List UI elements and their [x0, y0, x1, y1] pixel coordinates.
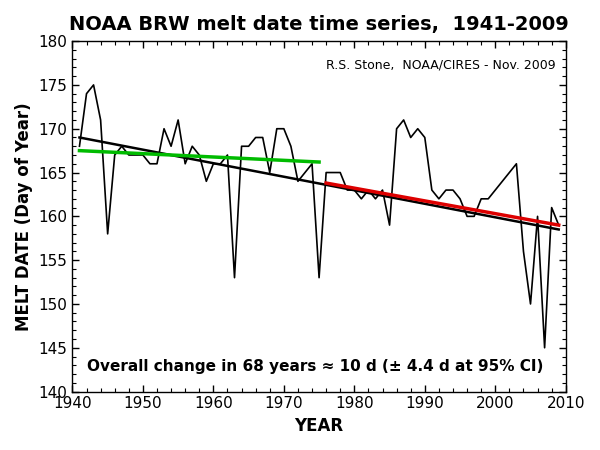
Text: R.S. Stone,  NOAA/CIRES - Nov. 2009: R.S. Stone, NOAA/CIRES - Nov. 2009 — [326, 58, 556, 72]
Title: NOAA BRW melt date time series,  1941-2009: NOAA BRW melt date time series, 1941-200… — [69, 15, 569, 34]
X-axis label: YEAR: YEAR — [295, 417, 344, 435]
Y-axis label: MELT DATE (Day of Year): MELT DATE (Day of Year) — [15, 102, 33, 331]
Text: Overall change in 68 years ≈ 10 d (± 4.4 d at 95% CI): Overall change in 68 years ≈ 10 d (± 4.4… — [87, 359, 544, 374]
